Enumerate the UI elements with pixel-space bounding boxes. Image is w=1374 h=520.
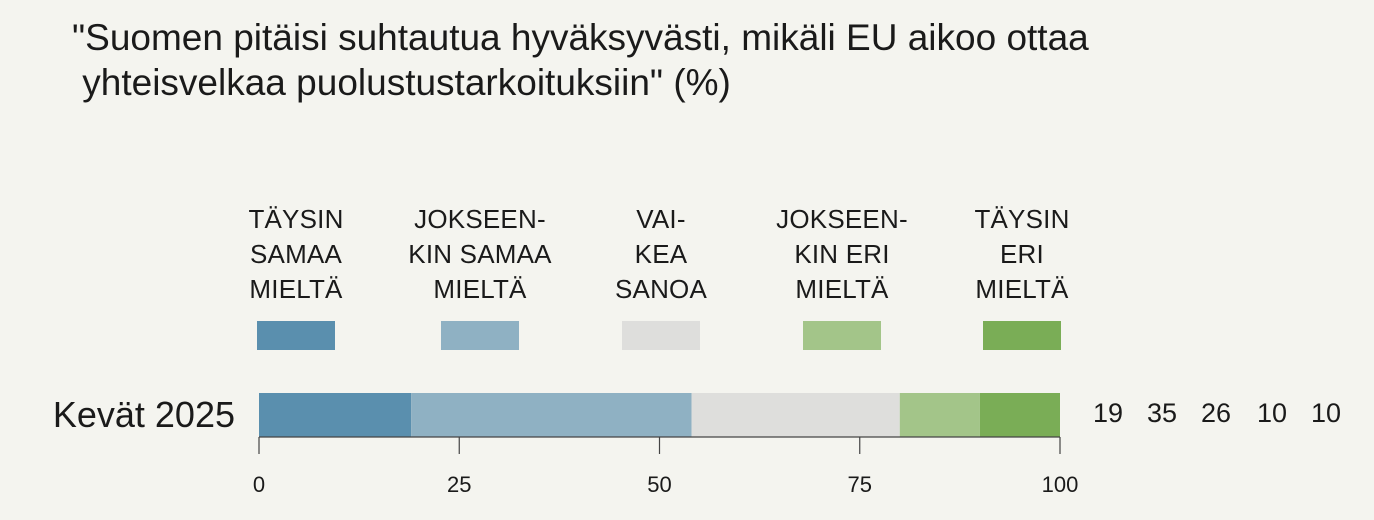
x-tick-label: 100 [1042,472,1079,497]
value-label: 26 [1201,398,1231,428]
x-axis: 0 25 50 75 100 [253,436,1079,497]
bars [259,393,1060,437]
category-labels: Kevät 2025 [53,394,235,435]
chart-title: "Suomen pitäisi suhtautua hyväksyvästi, … [72,17,1089,103]
x-tick-label: 50 [647,472,671,497]
legend-item: JOKSEEN- KIN ERI MIELTÄ [776,204,908,350]
legend-label: SANOA [615,274,707,304]
chart-title-line: yhteisvelkaa puolustustarkoituksiin" (%) [72,62,731,103]
legend-swatch [983,321,1061,350]
legend-label: KIN SAMAA [408,239,552,269]
legend-swatch [257,321,335,350]
bar-segment [979,393,1060,437]
legend-label: TÄYSIN [248,204,343,234]
value-label: 19 [1093,398,1123,428]
legend-swatch [441,321,519,350]
value-label: 10 [1257,398,1287,428]
category-label: Kevät 2025 [53,394,235,435]
chart-title-line: "Suomen pitäisi suhtautua hyväksyvästi, … [72,17,1089,58]
legend-swatch [622,321,700,350]
x-tick-label: 75 [848,472,872,497]
value-label: 35 [1147,398,1177,428]
bar-segment [899,393,980,437]
legend-label: MIELTÄ [249,274,343,304]
legend-label: VAI- [636,204,685,234]
legend-item: TÄYSIN SAMAA MIELTÄ [248,204,343,350]
legend-label: SAMAA [250,239,342,269]
value-label: 10 [1311,398,1341,428]
bar-segment [691,393,900,437]
legend-label: TÄYSIN [974,204,1069,234]
legend-item: VAI- KEA SANOA [615,204,707,350]
legend-swatch [803,321,881,350]
bar-segment [259,393,412,437]
legend-item: TÄYSIN ERI MIELTÄ [974,204,1069,350]
legend-label: KEA [635,239,688,269]
legend-label: MIELTÄ [433,274,527,304]
bar-segment [411,393,692,437]
legend: TÄYSIN SAMAA MIELTÄ JOKSEEN- KIN SAMAA MIELTÄ… [248,204,1069,350]
legend-label: MIELTÄ [975,274,1069,304]
legend-label: JOKSEEN- [414,204,546,234]
value-labels: 19 35 26 10 10 [1093,398,1341,428]
legend-label: JOKSEEN- [776,204,908,234]
legend-label: KIN ERI [794,239,889,269]
legend-item: JOKSEEN- KIN SAMAA MIELTÄ [408,204,552,350]
x-tick-label: 0 [253,472,265,497]
x-tick-label: 25 [447,472,471,497]
legend-label: MIELTÄ [795,274,889,304]
legend-label: ERI [1000,239,1044,269]
